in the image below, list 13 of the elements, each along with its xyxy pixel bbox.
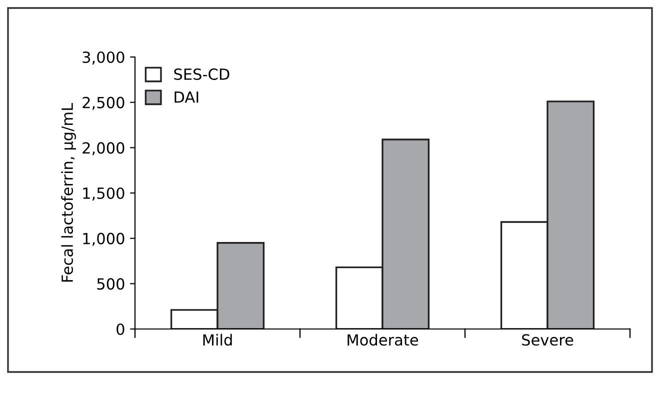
y-axis-title: Fecal lactoferrin, µg/mL <box>61 102 76 282</box>
y-tick-label: 2,500 <box>82 96 124 110</box>
y-tick-label: 1,000 <box>83 232 124 246</box>
x-tick-label: Mild <box>203 334 232 346</box>
y-tick-label: 1,500 <box>83 187 124 201</box>
y-tick-label: 2,000 <box>82 142 124 156</box>
x-tick-label: Severe <box>522 334 574 346</box>
y-tick-label: 500 <box>97 278 124 290</box>
legend-label: DAI <box>174 92 198 103</box>
x-tick-label: Moderate <box>348 334 418 346</box>
y-tick-label: 3,000 <box>82 51 124 65</box>
legend-label: SES-CD <box>174 68 230 80</box>
y-tick-label: 0 <box>116 323 124 336</box>
